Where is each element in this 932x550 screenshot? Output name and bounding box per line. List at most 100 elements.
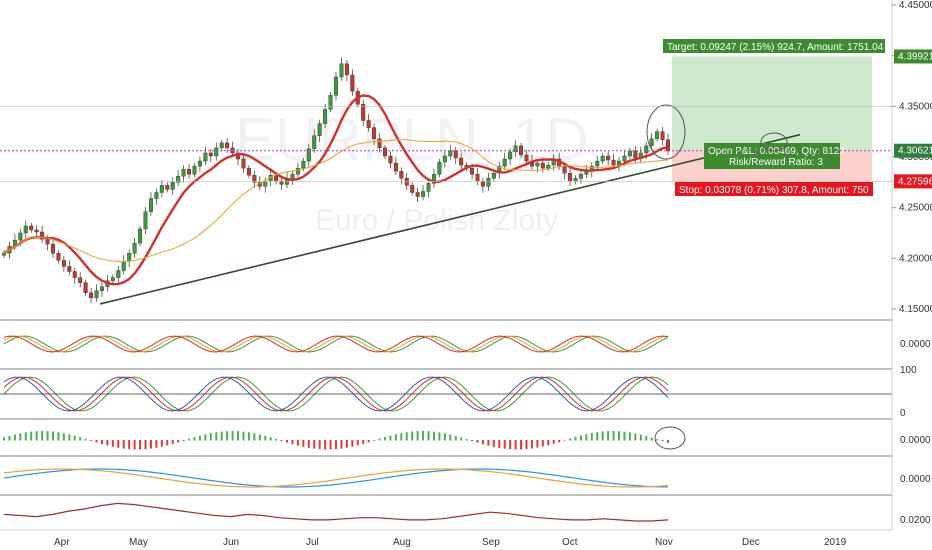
- candle-body: [143, 211, 148, 230]
- candle-body: [110, 277, 115, 281]
- candle-body: [241, 158, 246, 169]
- histogram-bar: [547, 440, 550, 446]
- histogram-bar: [373, 440, 376, 441]
- candle-body: [138, 228, 143, 244]
- candle-body: [377, 138, 382, 149]
- histogram-bar: [618, 431, 621, 441]
- histogram-bar: [220, 431, 223, 441]
- histogram-bar: [231, 431, 234, 441]
- target-zone[interactable]: [672, 56, 872, 151]
- watermark-name: Euro / Polish Zloty: [315, 204, 558, 237]
- price-tag-bg: [894, 174, 932, 189]
- candle-body: [279, 181, 284, 185]
- price-tag-label: 4.30621: [898, 146, 932, 157]
- histogram-bar: [166, 440, 169, 446]
- stop-label-box: Stop: 0.03078 (0.71%) 307.8, Amount: 750: [675, 182, 873, 196]
- support-trendline[interactable]: [99, 133, 801, 305]
- stop-label: Stop: 0.03078 (0.71%) 307.8, Amount: 750: [679, 185, 869, 196]
- histogram-bar: [3, 437, 5, 441]
- candle-body: [23, 225, 28, 234]
- histogram-bar: [247, 432, 250, 441]
- histogram-bar: [503, 440, 506, 449]
- ma-slow-line: [3, 139, 669, 262]
- histogram-bar: [667, 440, 669, 443]
- histogram-bar: [46, 431, 49, 441]
- histogram-bar: [24, 432, 27, 441]
- histogram-bar: [356, 440, 359, 446]
- highlight-ellipse-histogram: [654, 426, 686, 450]
- candle-body: [89, 292, 94, 299]
- indicator-tick-label: 100: [900, 365, 917, 376]
- histogram-bar: [661, 440, 664, 442]
- candle-body: [154, 192, 159, 199]
- histogram-bar: [188, 438, 191, 441]
- candle-body: [192, 165, 197, 175]
- time-tick-label: Dec: [742, 537, 760, 548]
- histogram-bar: [30, 431, 33, 441]
- candle-body: [502, 158, 507, 167]
- candle-body: [181, 168, 186, 177]
- histogram-bar: [84, 438, 87, 441]
- histogram-bar: [177, 440, 180, 443]
- histogram-bar: [275, 438, 278, 441]
- histogram-bar: [307, 440, 310, 448]
- histogram-bar: [296, 440, 299, 446]
- histogram-bar: [329, 440, 332, 450]
- histogram-bar: [111, 440, 114, 447]
- candle-body: [627, 150, 632, 157]
- histogram-bar: [253, 433, 256, 441]
- candle-body: [644, 145, 649, 154]
- candle-body: [159, 185, 164, 193]
- candle-body: [388, 155, 393, 164]
- histogram-bar: [607, 431, 610, 441]
- histogram-bar: [438, 432, 441, 441]
- histogram-bar: [35, 431, 38, 441]
- histogram-bar: [416, 431, 419, 441]
- histogram-bar: [335, 440, 337, 450]
- candle-body: [655, 131, 660, 139]
- histogram-bar: [552, 440, 555, 444]
- candle-body: [67, 266, 72, 272]
- candle-body: [187, 168, 192, 175]
- histogram-bar: [481, 440, 484, 445]
- histogram-bar: [302, 440, 305, 447]
- histogram-bar: [514, 440, 517, 450]
- candle-body: [573, 178, 578, 182]
- candle-body: [633, 150, 638, 159]
- candle-body: [508, 151, 513, 160]
- histogram-bar: [155, 440, 158, 448]
- indicator-panes: [0, 319, 892, 522]
- histogram-bar: [487, 440, 490, 446]
- candle-body: [203, 152, 208, 162]
- histogram-bar: [432, 431, 435, 441]
- candle-body: [600, 155, 605, 162]
- macd-line: [3, 335, 669, 353]
- candle-body: [475, 174, 480, 182]
- histogram-bar: [324, 440, 327, 450]
- histogram-bar: [90, 440, 93, 441]
- histogram-bar: [345, 440, 348, 448]
- histogram-bar: [650, 437, 653, 441]
- highlight-ellipse-price: [646, 104, 686, 160]
- histogram-bar: [171, 440, 174, 445]
- candle-body: [393, 162, 398, 172]
- histogram-bar: [193, 437, 196, 441]
- histogram-bar: [100, 440, 103, 444]
- histogram-bar: [498, 440, 501, 448]
- candle-body: [491, 173, 496, 179]
- time-tick-label: Sep: [482, 537, 500, 548]
- histogram-bar: [79, 437, 82, 441]
- candles-group: [2, 57, 671, 304]
- histogram-bar: [226, 431, 229, 441]
- candle-body: [361, 104, 366, 121]
- indicator-tick-label: 0.0200: [900, 515, 931, 526]
- candle-body: [535, 162, 540, 167]
- candle-body: [306, 148, 311, 162]
- histogram-bar: [569, 438, 572, 441]
- histogram-bar: [634, 433, 637, 441]
- candle-body: [459, 157, 464, 166]
- histogram-bar: [383, 437, 386, 441]
- histogram-bar: [639, 434, 642, 441]
- histogram-bar: [198, 435, 201, 441]
